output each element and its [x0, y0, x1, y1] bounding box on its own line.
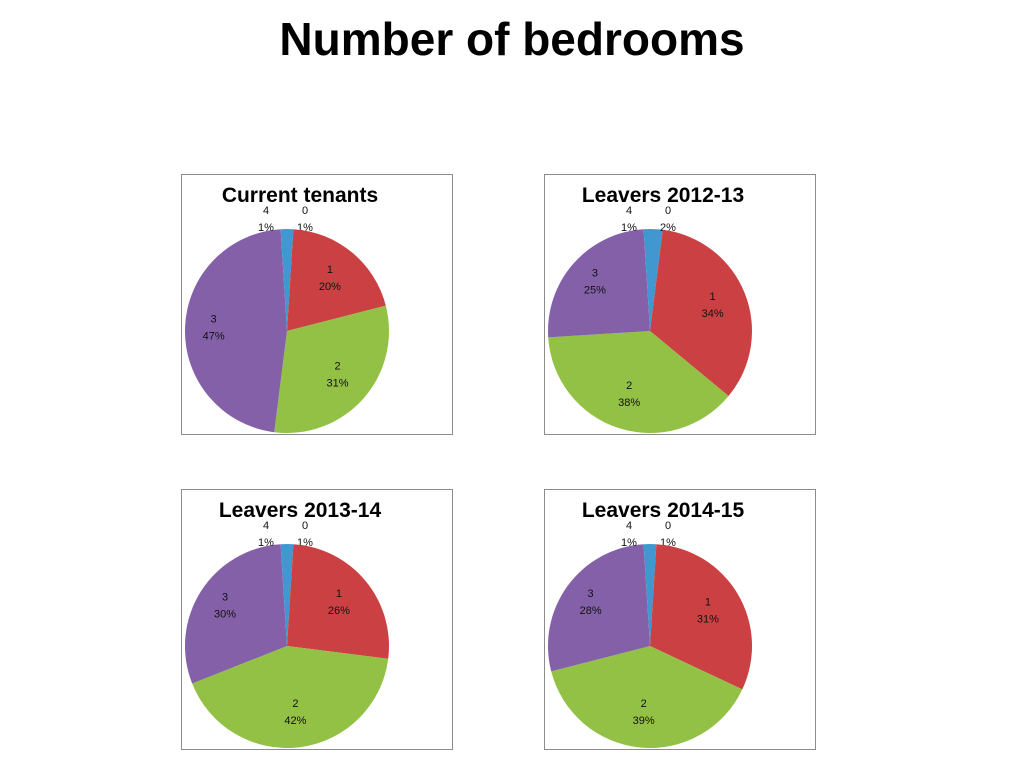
slide-title: Number of bedrooms [279, 13, 745, 65]
chart-title: Current tenants [222, 184, 378, 207]
pie-slice-0 [287, 229, 294, 331]
chart-title: Leavers 2013-14 [219, 499, 382, 522]
slice-percent-label: 39% [633, 715, 655, 727]
slice-category-label: 4 [263, 520, 269, 532]
pie-slice-4 [280, 544, 287, 646]
pie-slice-1 [650, 229, 753, 397]
slice-category-label: 1 [336, 588, 342, 600]
slice-category-label: 0 [665, 520, 671, 532]
slice-category-label: 2 [626, 380, 632, 392]
slice-percent-label: 1% [621, 222, 637, 234]
slice-category-label: 3 [222, 592, 228, 604]
chart-title: Leavers 2014-15 [582, 499, 745, 522]
pie-chart-current-tenants: Current tenants 0 1% 1 20% 2 31% 3 47% 4 1% [181, 174, 453, 435]
slice-percent-label: 20% [319, 281, 341, 293]
pie-chart-leavers-2012-13: Leavers 2012-13 0 2% 1 34% 2 38% 3 25% 4 1% [544, 174, 816, 435]
pie-slice-0 [650, 544, 657, 646]
slice-category-label: 0 [302, 205, 308, 217]
pie-slice-4 [280, 229, 287, 331]
slice-percent-label: 28% [580, 605, 602, 617]
pie-chart-leavers-2014-15: Leavers 2014-15 0 1% 1 31% 2 39% 3 28% 4 1% [544, 489, 816, 750]
slice-percent-label: 34% [702, 308, 724, 320]
slice-percent-label: 38% [618, 397, 640, 409]
slice-category-label: 4 [263, 205, 269, 217]
pie-slice-4 [643, 544, 650, 646]
pie-slice-1 [287, 229, 386, 331]
slice-percent-label: 25% [584, 284, 606, 296]
slice-percent-label: 31% [326, 378, 348, 390]
slice-percent-label: 1% [258, 222, 274, 234]
slice-category-label: 4 [626, 205, 632, 217]
chart-title: Leavers 2012-13 [582, 184, 744, 207]
pie-slice-3 [184, 229, 287, 433]
slice-category-label: 2 [334, 361, 340, 373]
slice-percent-label: 42% [284, 715, 306, 727]
pie-slice-0 [650, 229, 663, 331]
slice-percent-label: 1% [621, 537, 637, 549]
pie-slice-2 [548, 331, 729, 434]
slice-percent-label: 30% [214, 609, 236, 621]
slice-percent-label: 31% [697, 614, 719, 626]
slice-category-label: 2 [641, 698, 647, 710]
pie-chart-leavers-2013-14: Leavers 2013-14 0 1% 1 26% 2 42% 3 30% 4 1% [181, 489, 453, 750]
slice-category-label: 3 [592, 267, 598, 279]
slice-category-label: 2 [292, 698, 298, 710]
pie-slice-2 [551, 646, 743, 749]
slice-category-label: 4 [626, 520, 632, 532]
slice-category-label: 3 [211, 314, 217, 326]
slice-category-label: 0 [302, 520, 308, 532]
slice-category-label: 1 [327, 264, 333, 276]
slice-category-label: 1 [710, 291, 716, 303]
slice-percent-label: 1% [258, 537, 274, 549]
pie-slice-3 [184, 544, 287, 684]
slice-category-label: 0 [665, 205, 671, 217]
pie-slice-1 [287, 544, 390, 659]
pie-slice-3 [547, 544, 650, 672]
pie-slice-2 [192, 646, 389, 749]
slice-category-label: 3 [588, 588, 594, 600]
pie-slice-4 [643, 229, 650, 331]
slice-percent-label: 26% [328, 605, 350, 617]
slice-percent-label: 47% [203, 331, 225, 343]
pie-slice-0 [287, 544, 294, 646]
slice-category-label: 1 [705, 597, 711, 609]
pie-slice-1 [650, 544, 752, 690]
pie-slice-2 [274, 305, 390, 434]
pie-slice-3 [547, 229, 650, 338]
